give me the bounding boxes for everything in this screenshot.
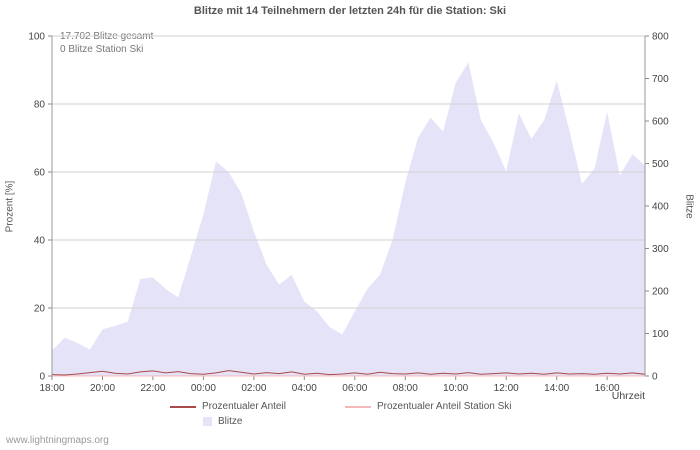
svg-text:100: 100 [652,329,669,340]
svg-text:300: 300 [652,244,669,255]
svg-text:20:00: 20:00 [90,383,115,394]
legend-item-prozentualer-anteil-station: Prozentualer Anteil Station Ski [345,401,512,412]
svg-text:80: 80 [34,100,46,111]
svg-text:100: 100 [28,32,45,43]
watermark-link[interactable]: www.lightningmaps.org [6,435,109,446]
svg-text:60: 60 [34,168,46,179]
svg-text:0: 0 [39,372,45,383]
legend-line-swatch-anteil-icon [170,405,196,408]
svg-text:600: 600 [652,117,669,128]
legend-label-blitze: Blitze [218,416,243,427]
svg-text:10:00: 10:00 [443,383,468,394]
svg-text:08:00: 08:00 [393,383,418,394]
svg-text:00:00: 00:00 [191,383,216,394]
svg-text:16:00: 16:00 [595,383,620,394]
svg-text:700: 700 [652,74,669,85]
svg-text:18:00: 18:00 [39,383,64,394]
legend-item-prozentualer-anteil: Prozentualer Anteil [170,401,286,412]
svg-text:06:00: 06:00 [342,383,367,394]
svg-text:20: 20 [34,304,46,315]
svg-text:800: 800 [652,32,669,43]
annotation-station-blitze: 0 Blitze Station Ski [60,44,144,55]
legend-line-swatch-station-icon [345,405,371,408]
legend-item-blitze: Blitze [203,416,242,427]
legend-area-swatch-blitze-icon [203,417,212,426]
svg-text:14:00: 14:00 [544,383,569,394]
svg-text:500: 500 [652,159,669,170]
svg-text:22:00: 22:00 [140,383,165,394]
x-axis-label: Uhrzeit [611,390,645,402]
svg-text:04:00: 04:00 [292,383,317,394]
svg-text:02:00: 02:00 [241,383,266,394]
svg-text:0: 0 [652,372,658,383]
chart-title: Blitze mit 14 Teilnehmern der letzten 24… [193,5,507,17]
svg-text:200: 200 [652,287,669,298]
svg-text:400: 400 [652,202,669,213]
svg-text:12:00: 12:00 [494,383,519,394]
legend-label-station: Prozentualer Anteil Station Ski [377,401,512,412]
svg-text:40: 40 [34,236,46,247]
legend-label-anteil: Prozentualer Anteil [202,401,286,412]
